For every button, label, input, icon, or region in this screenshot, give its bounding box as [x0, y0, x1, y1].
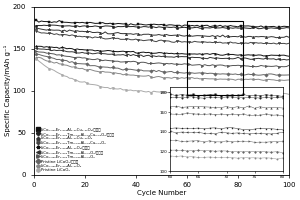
Y-axis label: Specific Capacity/mAh g⁻¹: Specific Capacity/mAh g⁻¹ — [4, 45, 11, 136]
Bar — [187, 21, 243, 95]
Legend: LiCo₀.₉₉₅Er₀.₀₀₅Al₀.₁₀Cu₀.₁₀O₂/石墨块, LiCo₀.₉₉₅Er₀.₀₀₅Tm₀.₀₀₅Al₀.₀₅Cu₀.₀₅O₂/石墨块, L: LiCo₀.₉₉₅Er₀.₀₀₅Al₀.₁₀Cu₀.₁₀O₂/石墨块, LiCo… — [36, 127, 115, 173]
X-axis label: Cycle Number: Cycle Number — [137, 190, 186, 196]
